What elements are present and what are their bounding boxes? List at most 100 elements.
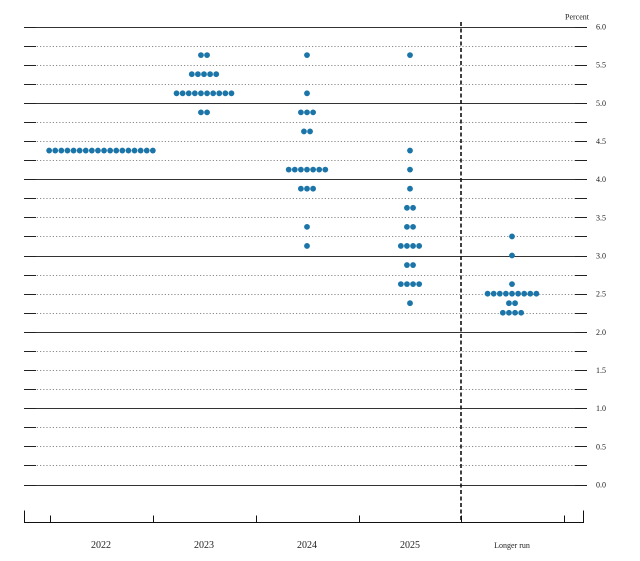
data-dot [213,71,220,78]
data-dot [404,281,410,288]
data-dot [64,147,71,154]
data-dot [304,185,310,192]
data-dot [210,90,217,97]
data-dot [204,90,210,97]
data-dot [125,147,132,154]
data-dot [509,281,515,288]
y-tick-label: 2.5 [596,290,606,299]
data-dot [107,147,114,154]
data-dot [397,281,404,288]
data-dot [298,185,304,192]
data-dot [179,90,186,97]
x-category-label: 2024 [297,540,317,551]
x-category-label: 2025 [400,540,420,551]
data-dot [484,290,491,297]
y-tick-label: 3.0 [596,252,606,261]
data-dot [185,90,192,97]
data-dot [46,147,53,154]
data-dot [198,90,204,97]
data-dot [58,147,65,154]
y-unit-label: Percent [565,13,590,22]
data-dot [204,52,210,59]
y-tick-label: 1.0 [596,404,606,413]
data-dot [416,281,423,288]
data-dot [222,90,229,97]
data-dot [499,309,506,316]
data-dot [82,147,89,154]
data-dot [404,223,410,230]
data-dot [410,223,416,230]
data-dot [310,185,316,192]
data-dot [512,300,518,307]
data-dot [301,128,307,135]
data-dot [397,243,404,249]
y-tick-label: 0.5 [596,442,606,451]
data-dot [407,185,413,192]
data-dot [304,243,310,249]
data-dot [191,90,198,97]
data-dot [521,290,528,297]
data-dot [316,166,323,173]
y-tick-label: 2.0 [596,328,606,337]
data-dot [195,71,201,78]
data-dot [490,290,497,297]
data-dot [88,147,95,154]
data-dot [416,243,423,249]
data-dot [228,90,235,97]
data-dot [506,309,512,316]
data-dot [512,309,518,316]
gridlines [24,27,587,486]
data-dot [101,147,107,154]
data-dot [407,147,413,154]
data-dot [298,109,304,116]
y-tick-label: 4.0 [596,175,606,184]
data-dot [173,90,180,97]
data-dot [310,109,316,116]
data-dot [198,109,204,116]
data-dot [119,147,126,154]
data-dot [515,290,521,297]
x-category-label: 2022 [91,540,111,551]
data-dot [198,52,204,59]
data-dot [304,223,310,230]
data-dot [143,147,150,154]
data-dot [188,71,195,78]
y-tick-label: 6.0 [596,23,606,32]
data-dot [533,290,540,297]
y-tick-label: 4.5 [596,137,606,146]
data-dot [137,147,144,154]
data-dot [322,166,329,173]
axes: 0.0 0.5 1.0 1.5 2.0 2.5 3.0 3.5 4.0 4.5 5.0 5.5 6.0 2… [24,22,606,551]
data-dot [204,109,210,116]
data-dot [76,147,83,154]
data-dot [407,166,413,173]
data-dot [527,290,534,297]
data-dot [201,71,207,78]
data-dot [410,204,416,211]
data-dot [298,166,304,173]
x-category-label: Longer run [494,541,530,550]
data-dot [52,147,59,154]
y-tick-label: 0.0 [596,481,606,490]
data-dot [506,300,512,307]
data-dot [285,166,292,173]
data-dot [503,290,509,297]
data-dot [307,128,313,135]
data-dot [407,52,413,59]
y-tick-label: 5.0 [596,99,606,108]
data-dot [70,147,77,154]
y-tick-label: 3.5 [596,213,606,222]
data-dot [404,204,410,211]
data-dot [304,52,310,59]
dots [46,52,540,316]
data-dot [407,300,413,307]
data-dot [149,147,156,154]
data-dot [410,281,416,288]
data-dot [518,309,525,316]
data-dot [131,147,138,154]
data-dot [509,233,515,240]
x-category-label: 2023 [194,540,214,551]
data-dot [113,147,120,154]
data-dot [410,243,416,249]
